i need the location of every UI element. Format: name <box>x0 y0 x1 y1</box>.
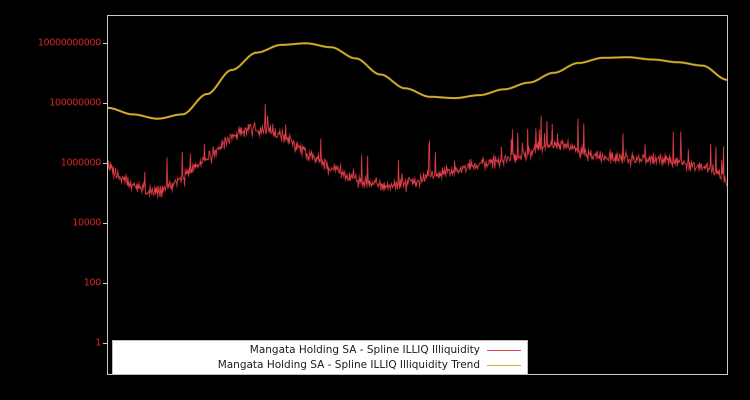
chart-legend: Mangata Holding SA - Spline ILLIQ Illiqu… <box>112 340 528 375</box>
y-tick-label-1: 10000000000 <box>37 37 101 49</box>
y-tick-label-4: 10000 <box>72 217 101 229</box>
plot-area <box>107 15 728 375</box>
series-canvas <box>108 16 727 374</box>
y-tick-mark <box>103 343 107 344</box>
y-tick-mark <box>103 163 107 164</box>
y-tick-mark <box>103 43 107 44</box>
legend-label-trend: Mangata Holding SA - Spline ILLIQ Illiqu… <box>217 359 480 371</box>
y-tick-mark <box>103 103 107 104</box>
y-tick-mark <box>103 283 107 284</box>
y-tick-mark <box>103 223 107 224</box>
y-tick-label-2: 100000000 <box>49 97 101 109</box>
y-axis-tick-labels: 10000000000 100000000 1000000 10000 100 … <box>0 0 101 400</box>
legend-swatch-trend <box>487 364 521 366</box>
legend-entry-trend: Mangata Holding SA - Spline ILLIQ Illiqu… <box>113 358 521 373</box>
y-tick-label-6: 1 <box>95 337 101 349</box>
legend-label-illiquidity: Mangata Holding SA - Spline ILLIQ Illiqu… <box>249 344 480 356</box>
legend-entry-illiquidity: Mangata Holding SA - Spline ILLIQ Illiqu… <box>113 343 521 358</box>
y-tick-label-3: 1000000 <box>60 157 102 169</box>
legend-swatch-illiquidity <box>487 349 521 351</box>
y-tick-label-5: 100 <box>83 277 102 289</box>
